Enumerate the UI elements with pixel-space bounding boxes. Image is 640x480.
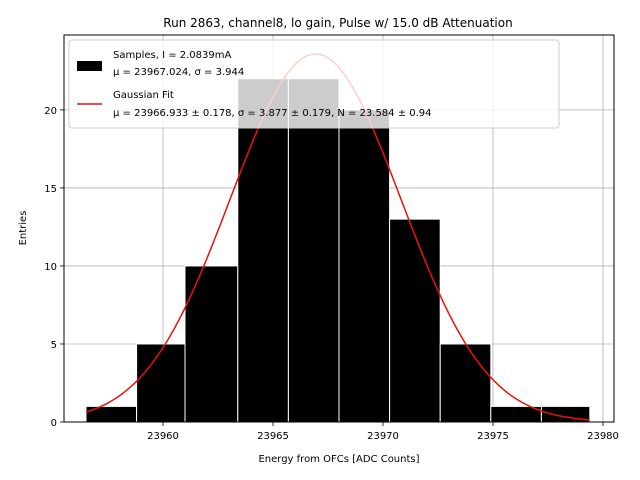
legend-samples-swatch: [77, 61, 102, 71]
x-tick-label-1: 23965: [257, 431, 289, 442]
histogram-bar: [338, 109, 391, 423]
x-tick-label-0: 23960: [147, 431, 179, 442]
histogram-bar: [287, 78, 340, 423]
histogram-bar: [439, 343, 492, 423]
chart-title: Run 2863, channel8, lo gain, Pulse w/ 15…: [163, 16, 512, 30]
y-tick-label-1: 5: [51, 340, 57, 351]
x-tick-label-2: 23970: [367, 431, 399, 442]
y-tick-label-2: 10: [44, 262, 57, 273]
x-axis-label: Energy from OFCs [ADC Counts]: [258, 454, 419, 465]
x-tick-label-4: 23980: [587, 431, 619, 442]
legend-fit-label: Gaussian Fit: [113, 90, 174, 101]
histogram-bar: [237, 78, 289, 423]
y-tick-label-4: 20: [44, 106, 57, 117]
y-axis-ticks: 0 5 10 15 20: [44, 106, 64, 429]
plot-frame: [63, 34, 615, 423]
x-axis-ticks: 23960 23965 23970 23975 23980: [147, 422, 619, 442]
histogram-bars: [85, 78, 591, 423]
legend-fit-stats: μ = 23966.933 ± 0.178, σ = 3.877 ± 0.179…: [113, 108, 432, 119]
x-tick-label-3: 23975: [477, 431, 509, 442]
y-axis-label: Entries: [18, 211, 29, 246]
legend-samples-label: Samples, I = 2.0839mA: [113, 50, 231, 61]
y-tick-label-0: 0: [51, 418, 57, 429]
y-tick-label-3: 15: [44, 184, 57, 195]
legend: Samples, I = 2.0839mA μ = 23967.024, σ =…: [68, 39, 560, 129]
histogram-bar: [136, 343, 186, 423]
legend-box: [68, 39, 560, 129]
histogram-bar: [389, 218, 441, 423]
legend-samples-stats: μ = 23967.024, σ = 3.944: [113, 67, 244, 78]
